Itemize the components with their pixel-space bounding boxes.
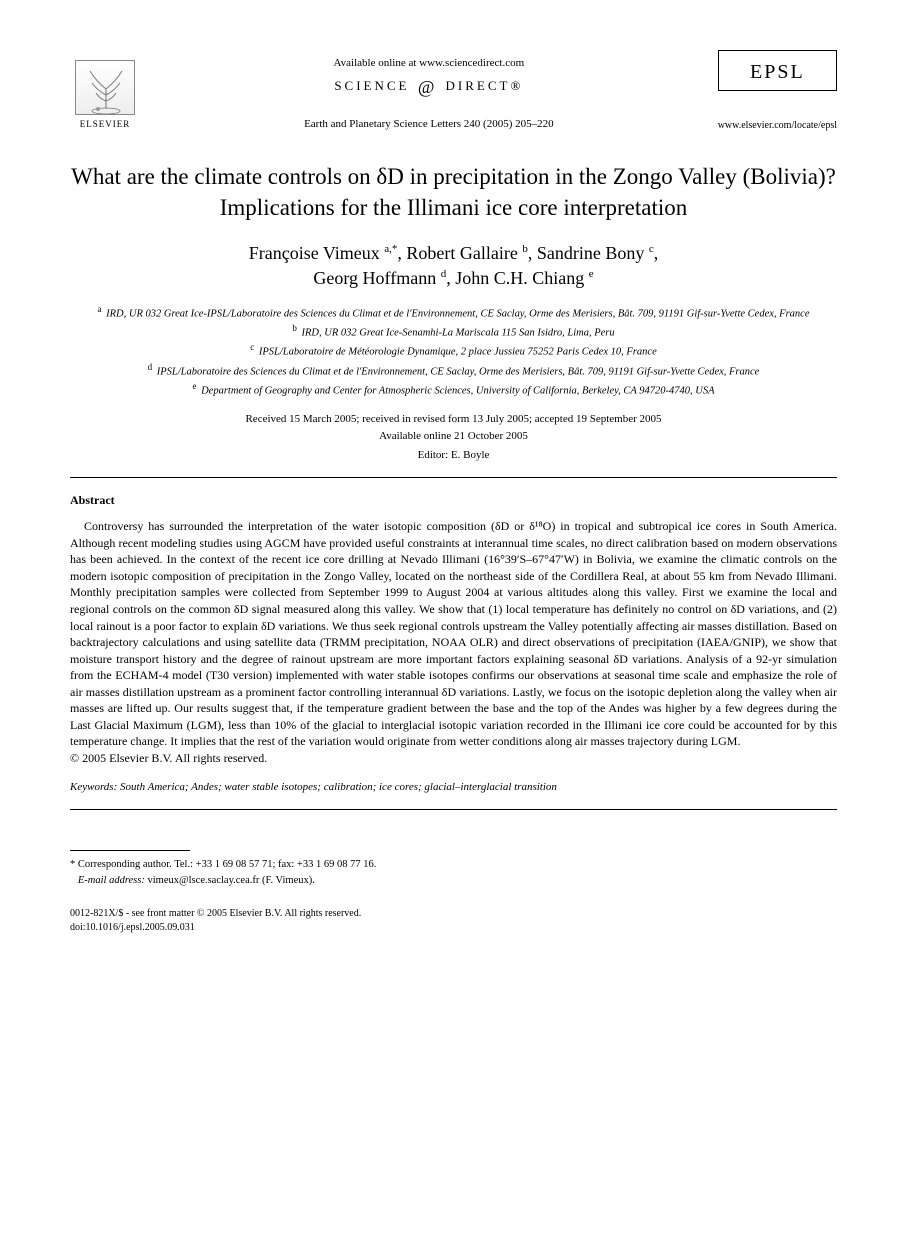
received-dates: Received 15 March 2005; received in revi… bbox=[70, 411, 837, 428]
author-1: Françoise Vimeux bbox=[249, 243, 385, 263]
dates-block: Received 15 March 2005; received in revi… bbox=[70, 411, 837, 444]
email-address: vimeux@lsce.saclay.cea.fr (F. Vimeux). bbox=[147, 875, 314, 886]
affil-c: c IPSL/Laboratoire de Météorologie Dynam… bbox=[70, 341, 837, 360]
affiliations-block: a IRD, UR 032 Great Ice-IPSL/Laboratoire… bbox=[70, 303, 837, 399]
abstract-body: Controversy has surrounded the interpret… bbox=[70, 518, 837, 766]
author-5-affil: e bbox=[589, 268, 594, 280]
author-2-sep: , Robert Gallaire bbox=[397, 243, 522, 263]
affil-d: d IPSL/Laboratoire des Sciences du Clima… bbox=[70, 361, 837, 380]
authors-block: Françoise Vimeux a,*, Robert Gallaire b,… bbox=[70, 241, 837, 291]
elsevier-logo: ELSEVIER bbox=[70, 50, 140, 130]
affil-a: a IRD, UR 032 Great Ice-IPSL/Laboratoire… bbox=[70, 303, 837, 322]
epsl-block: EPSL www.elsevier.com/locate/epsl bbox=[718, 50, 837, 133]
author-3-comma: , bbox=[654, 243, 659, 263]
header-row: ELSEVIER Available online at www.science… bbox=[70, 50, 837, 133]
author-4: Georg Hoffmann bbox=[313, 268, 440, 288]
journal-abbrev: EPSL bbox=[729, 59, 826, 86]
keywords-label: Keywords: bbox=[70, 781, 117, 793]
footer-copyright: 0012-821X/$ - see front matter © 2005 El… bbox=[70, 907, 837, 921]
affil-a-text: IRD, UR 032 Great Ice-IPSL/Laboratoire d… bbox=[106, 308, 809, 319]
rule-bottom bbox=[70, 809, 837, 810]
author-1-affil: a, bbox=[384, 243, 392, 255]
footer-block: 0012-821X/$ - see front matter © 2005 El… bbox=[70, 907, 837, 935]
affil-b: b IRD, UR 032 Great Ice-Senamhi-La Maris… bbox=[70, 322, 837, 341]
online-date: Available online 21 October 2005 bbox=[70, 428, 837, 445]
email-label: E-mail address: bbox=[78, 875, 145, 886]
email-line: E-mail address: vimeux@lsce.saclay.cea.f… bbox=[70, 873, 837, 889]
elsevier-tree-icon bbox=[75, 60, 135, 115]
affil-d-text: IPSL/Laboratoire des Sciences du Climat … bbox=[157, 366, 760, 377]
abstract-text: Controversy has surrounded the interpret… bbox=[70, 518, 837, 750]
journal-reference: Earth and Planetary Science Letters 240 … bbox=[140, 117, 718, 132]
publisher-name: ELSEVIER bbox=[80, 118, 131, 130]
journal-abbrev-box: EPSL bbox=[718, 50, 837, 91]
sd-left: SCIENCE bbox=[334, 78, 409, 93]
affil-b-text: IRD, UR 032 Great Ice-Senamhi-La Marisca… bbox=[302, 328, 615, 339]
sd-right: DIRECT® bbox=[446, 78, 524, 93]
author-3-sep: , Sandrine Bony bbox=[528, 243, 649, 263]
author-5-sep: , John C.H. Chiang bbox=[446, 268, 589, 288]
footnote-rule bbox=[70, 850, 190, 851]
corresponding-author: * Corresponding author. Tel.: +33 1 69 0… bbox=[70, 857, 837, 873]
article-title: What are the climate controls on δD in p… bbox=[70, 161, 837, 223]
copyright-line: © 2005 Elsevier B.V. All rights reserved… bbox=[70, 751, 267, 765]
editor-line: Editor: E. Boyle bbox=[70, 448, 837, 463]
abstract-heading: Abstract bbox=[70, 492, 837, 508]
footnote-block: * Corresponding author. Tel.: +33 1 69 0… bbox=[70, 857, 837, 889]
rule-top bbox=[70, 477, 837, 478]
footer-doi: doi:10.1016/j.epsl.2005.09.031 bbox=[70, 921, 837, 935]
sd-swirl-icon: @ bbox=[418, 75, 438, 99]
keywords-block: Keywords: South America; Andes; water st… bbox=[70, 780, 837, 795]
affil-c-text: IPSL/Laboratoire de Météorologie Dynamiq… bbox=[259, 347, 657, 358]
affil-e: e Department of Geography and Center for… bbox=[70, 380, 837, 399]
available-online-text: Available online at www.sciencedirect.co… bbox=[140, 56, 718, 71]
science-direct-logo: SCIENCE @ DIRECT® bbox=[140, 75, 718, 99]
affil-e-text: Department of Geography and Center for A… bbox=[201, 385, 714, 396]
locate-url: www.elsevier.com/locate/epsl bbox=[718, 119, 837, 133]
keywords-text: South America; Andes; water stable isoto… bbox=[120, 781, 557, 793]
center-header: Available online at www.sciencedirect.co… bbox=[140, 50, 718, 132]
